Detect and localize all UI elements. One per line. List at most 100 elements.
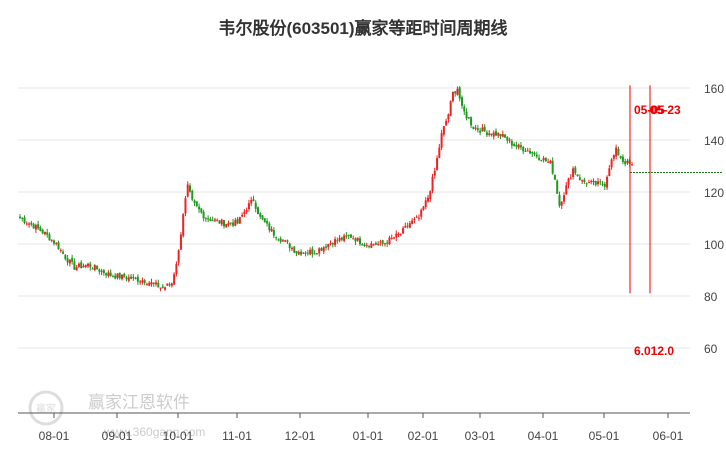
candle-body	[304, 252, 307, 254]
chart-title: 韦尔股份(603501)赢家等距时间周期线	[218, 19, 508, 38]
candle-body	[107, 272, 110, 277]
candle-body	[451, 91, 454, 102]
candle-body	[456, 88, 459, 95]
candle-body	[563, 195, 565, 202]
x-tick-label: 03-01	[465, 429, 496, 443]
candle-body	[601, 183, 604, 185]
y-tick-label: 100	[704, 238, 724, 252]
candle-body	[343, 235, 346, 241]
candle-body	[270, 228, 273, 232]
candle-body	[43, 231, 46, 235]
candle-body	[68, 259, 71, 264]
candle-body	[223, 220, 225, 227]
candle-body	[379, 241, 382, 243]
candle-body	[565, 185, 568, 195]
candle-body	[619, 156, 622, 159]
candle-body	[302, 252, 305, 254]
candle-body	[179, 234, 182, 250]
candle-body	[281, 240, 284, 242]
candle-body	[431, 176, 434, 192]
candle-body	[551, 160, 554, 174]
candle-body	[46, 232, 49, 235]
axes: 60 80 100 120 140 160 08-01 09-01 10-01 11-01 12-0…	[18, 82, 724, 443]
candle-body	[359, 238, 361, 245]
candle-body	[504, 134, 507, 138]
candle-body	[145, 284, 148, 286]
candle-body	[485, 132, 488, 136]
candle-body	[499, 134, 502, 137]
candle-body	[261, 215, 264, 220]
candle-body	[556, 180, 559, 194]
candle-body	[449, 101, 452, 116]
candle-body	[542, 157, 545, 160]
y-tick-label: 120	[704, 186, 724, 200]
candle-body	[517, 144, 520, 148]
candle-body	[166, 283, 169, 286]
candle-body	[402, 228, 405, 234]
candle-body	[427, 197, 429, 202]
candle-body	[111, 276, 114, 278]
candle-body	[406, 225, 409, 227]
candle-body	[121, 274, 123, 279]
candle-body	[513, 143, 516, 147]
candle-body	[141, 280, 144, 283]
candle-body	[277, 239, 280, 241]
y-tick-label: 140	[704, 134, 724, 148]
x-tick-label: 04-01	[528, 429, 559, 443]
candles	[19, 85, 633, 292]
candle-body	[232, 222, 235, 226]
candle-body	[220, 219, 223, 225]
candle-body	[257, 207, 259, 215]
candle-body	[597, 181, 599, 185]
candle-body	[259, 213, 262, 217]
candle-body	[538, 157, 541, 160]
candle-body	[467, 117, 470, 119]
candle-body	[202, 211, 205, 219]
candle-body	[420, 209, 423, 217]
candle-body	[288, 243, 291, 249]
x-tick-label: 11-01	[222, 429, 252, 443]
candle-body	[354, 238, 357, 242]
candle-body	[490, 133, 493, 136]
candle-body	[510, 140, 513, 146]
candle-body	[241, 214, 244, 217]
candle-body	[349, 234, 352, 238]
candle-body	[338, 237, 341, 241]
candle-body	[560, 201, 563, 206]
candle-body	[139, 281, 142, 283]
candle-body	[447, 114, 450, 120]
candle-body	[59, 250, 62, 252]
candle-body	[393, 237, 395, 239]
candle-body	[386, 242, 389, 244]
candle-body	[306, 252, 309, 254]
candle-body	[626, 160, 629, 163]
candle-body	[497, 132, 500, 136]
candle-body	[547, 161, 550, 163]
candle-body	[422, 206, 425, 210]
candle-body	[608, 168, 611, 177]
candle-body	[631, 164, 633, 166]
candle-body	[82, 266, 85, 268]
candle-body	[327, 244, 330, 248]
candle-body	[168, 284, 171, 286]
candle-body	[438, 147, 441, 159]
candle-body	[218, 220, 221, 224]
candle-body	[472, 126, 475, 129]
candle-body	[363, 244, 366, 246]
x-tick-label: 09-01	[102, 429, 133, 443]
candle-body	[621, 156, 624, 162]
candle-body	[263, 218, 266, 223]
candle-body	[155, 282, 157, 285]
candle-body	[57, 242, 60, 250]
candle-body	[243, 211, 246, 214]
y-tick-label: 60	[704, 342, 718, 356]
candle-body	[116, 273, 119, 278]
candle-body	[143, 280, 146, 283]
candle-body	[300, 251, 303, 255]
candle-body	[585, 183, 588, 185]
candle-body	[413, 218, 416, 220]
candle-body	[93, 264, 96, 271]
candle-body	[417, 217, 420, 219]
candle-body	[488, 133, 491, 135]
candle-body	[576, 174, 579, 177]
